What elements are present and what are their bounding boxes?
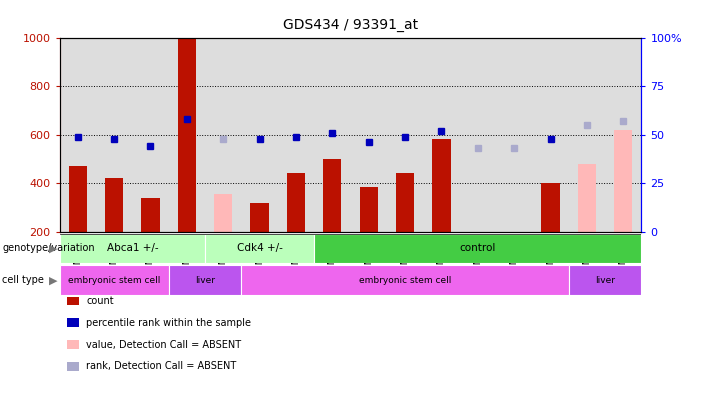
Text: liver: liver: [595, 276, 615, 285]
Text: GDS434 / 93391_at: GDS434 / 93391_at: [283, 18, 418, 32]
Text: control: control: [460, 244, 496, 253]
Bar: [323, 159, 341, 232]
Text: liver: liver: [195, 276, 215, 285]
Text: cell type: cell type: [2, 275, 44, 285]
Bar: [60, 265, 169, 295]
Bar: [578, 164, 596, 232]
Text: value, Detection Call = ABSENT: value, Detection Call = ABSENT: [86, 339, 241, 350]
Bar: [105, 178, 123, 232]
Text: ▶: ▶: [49, 244, 57, 253]
Text: Cdk4 +/-: Cdk4 +/-: [237, 244, 283, 253]
Text: genotype/variation: genotype/variation: [2, 244, 95, 253]
Text: count: count: [86, 296, 114, 306]
Bar: [396, 173, 414, 232]
Bar: [214, 194, 232, 232]
Bar: [69, 166, 87, 232]
Bar: [142, 198, 160, 232]
Bar: [360, 187, 378, 232]
Bar: [178, 38, 196, 232]
Bar: [541, 183, 559, 232]
Text: Abca1 +/-: Abca1 +/-: [107, 244, 158, 253]
Bar: [433, 139, 451, 232]
Bar: [205, 234, 314, 263]
Text: percentile rank within the sample: percentile rank within the sample: [86, 318, 251, 328]
Bar: [60, 234, 205, 263]
Bar: [250, 202, 268, 232]
Bar: [614, 130, 632, 232]
Text: embryonic stem cell: embryonic stem cell: [359, 276, 451, 285]
Bar: [241, 265, 569, 295]
Bar: [169, 265, 241, 295]
Text: rank, Detection Call = ABSENT: rank, Detection Call = ABSENT: [86, 361, 236, 371]
Bar: [287, 173, 305, 232]
Text: ▶: ▶: [49, 275, 57, 285]
Text: embryonic stem cell: embryonic stem cell: [68, 276, 161, 285]
Bar: [314, 234, 641, 263]
Bar: [569, 265, 641, 295]
